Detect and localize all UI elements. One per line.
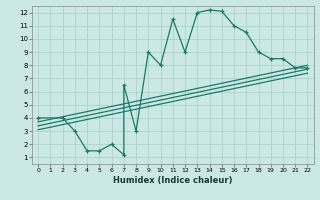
X-axis label: Humidex (Indice chaleur): Humidex (Indice chaleur): [113, 176, 233, 185]
